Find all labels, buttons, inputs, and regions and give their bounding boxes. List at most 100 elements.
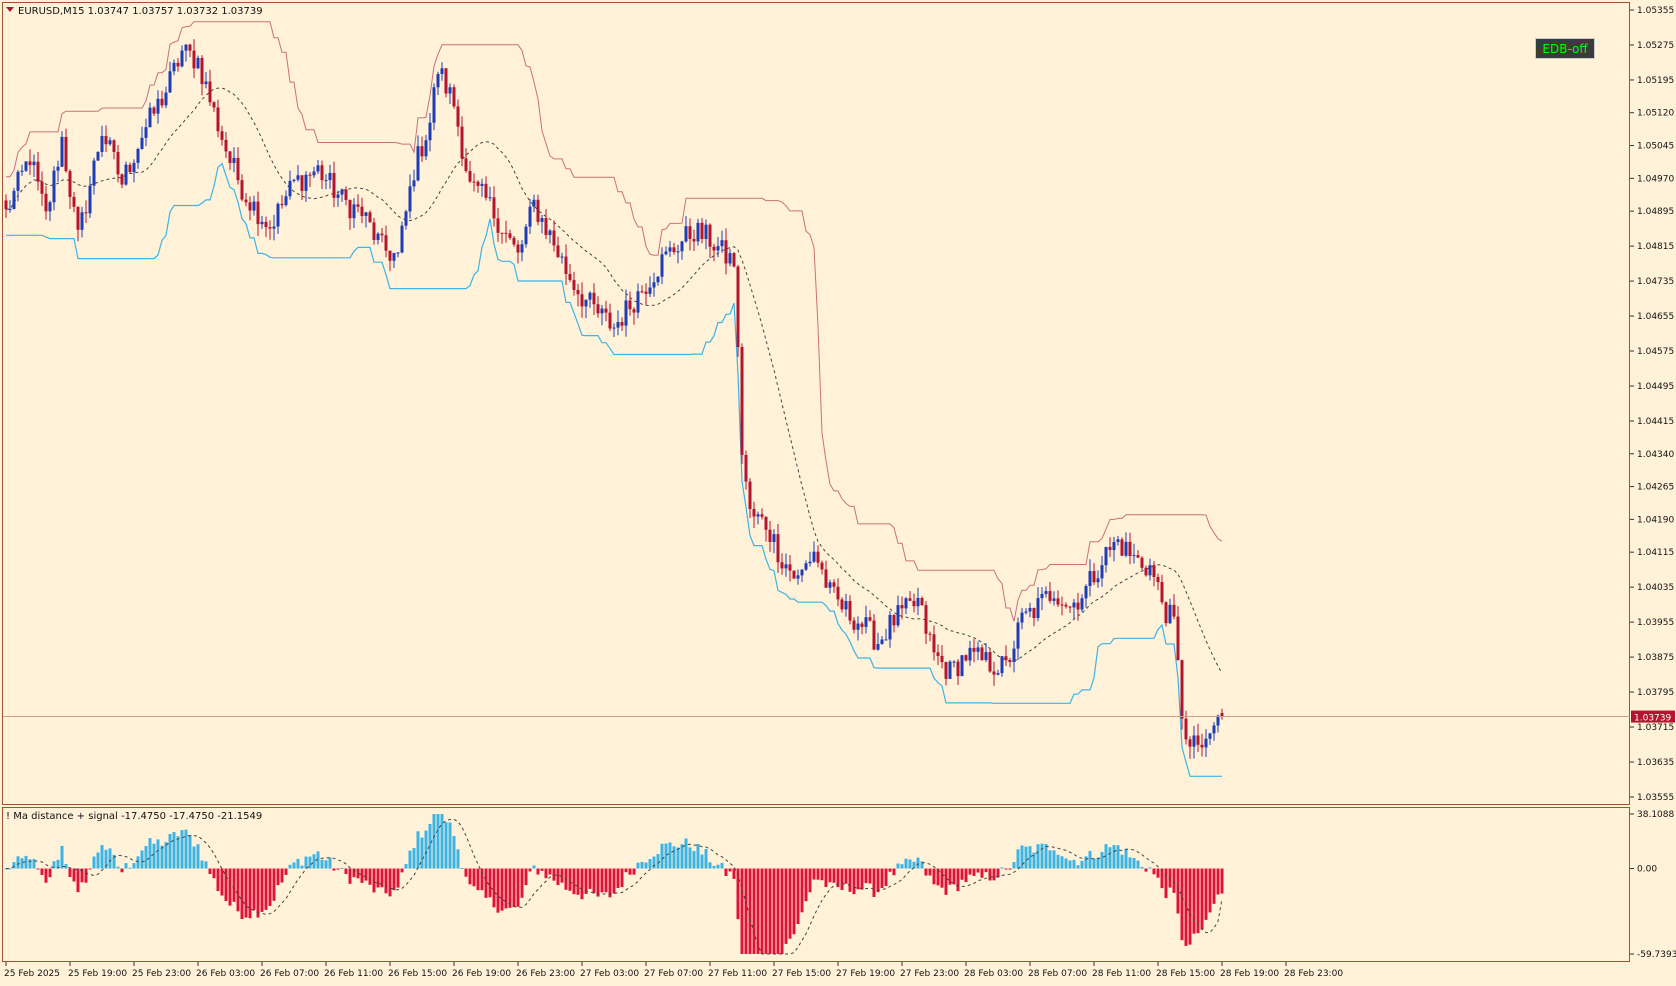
candle-body xyxy=(280,203,284,206)
candle-body xyxy=(76,206,80,230)
histogram-bar xyxy=(1220,868,1224,894)
histogram-bar xyxy=(656,854,660,869)
price-tick-label: 1.03795 xyxy=(1637,688,1674,698)
candle xyxy=(468,161,472,183)
histogram-bar xyxy=(404,864,408,869)
candle xyxy=(548,229,552,244)
candle-body xyxy=(256,201,260,225)
candle xyxy=(740,343,744,464)
histogram-bar xyxy=(728,868,732,872)
candle-body xyxy=(88,185,92,214)
histogram-bar xyxy=(296,858,300,869)
histogram-bar xyxy=(748,868,752,954)
candle xyxy=(528,199,532,235)
candle-body xyxy=(736,266,740,348)
histogram-bar xyxy=(652,856,656,869)
candle-body xyxy=(904,598,908,609)
candle xyxy=(1192,725,1196,759)
candle xyxy=(412,169,416,192)
histogram-bar xyxy=(460,868,464,870)
histogram-bar xyxy=(76,868,80,893)
candle xyxy=(32,154,36,178)
indicator-histogram-layer xyxy=(4,814,1224,955)
price-tick-label: 1.04190 xyxy=(1637,515,1674,525)
candle-body xyxy=(1180,660,1184,719)
price-tick-label: 1.05355 xyxy=(1637,6,1674,16)
histogram-bar xyxy=(172,832,176,869)
candle-body xyxy=(500,232,504,234)
histogram-bar xyxy=(80,868,84,883)
histogram-bar xyxy=(916,857,920,869)
histogram-bar xyxy=(984,868,988,873)
histogram-bar xyxy=(1184,868,1188,946)
candle xyxy=(696,218,700,246)
candle xyxy=(440,62,444,81)
candle-body xyxy=(1016,622,1020,649)
histogram-bar xyxy=(1016,849,1020,869)
candle xyxy=(52,166,56,211)
candle xyxy=(420,136,424,162)
histogram-bar xyxy=(968,868,972,875)
candle xyxy=(1044,586,1048,598)
histogram-bar xyxy=(680,844,684,869)
candle-body xyxy=(940,655,944,663)
candle xyxy=(924,600,928,645)
symbol-menu-triangle-icon[interactable] xyxy=(6,7,14,12)
candle-body xyxy=(964,655,968,661)
histogram-bar xyxy=(1024,846,1028,869)
candle-body xyxy=(316,165,320,172)
candle xyxy=(1096,570,1100,588)
candle-body xyxy=(344,189,348,200)
candle-body xyxy=(1192,735,1196,747)
candle-body xyxy=(384,235,388,251)
candle xyxy=(476,180,480,193)
candle xyxy=(496,207,500,242)
candle xyxy=(172,59,176,76)
histogram-bar xyxy=(1020,845,1024,869)
candle-body xyxy=(880,639,884,645)
candle-body xyxy=(288,180,292,197)
edb-off-button[interactable]: EDB-off xyxy=(1535,38,1595,59)
candle-body xyxy=(956,661,960,677)
histogram-bar xyxy=(864,868,868,884)
candle xyxy=(228,151,232,170)
histogram-bar xyxy=(1088,850,1092,869)
candle-body xyxy=(844,601,848,610)
candle xyxy=(716,237,720,258)
histogram-bar xyxy=(364,868,368,881)
histogram-bar xyxy=(96,852,100,869)
candle-body xyxy=(1000,656,1004,674)
candle-body xyxy=(724,240,728,264)
time-tick-label: 28 Feb 23:00 xyxy=(1284,969,1343,979)
candle-body xyxy=(700,222,704,239)
histogram-bar xyxy=(64,864,68,869)
candle xyxy=(4,194,8,218)
candle-body xyxy=(112,140,116,152)
price-tick-label: 1.03635 xyxy=(1637,758,1674,768)
candle xyxy=(448,83,452,104)
candle xyxy=(540,214,544,234)
candle-body xyxy=(728,253,732,264)
candle-body xyxy=(324,180,328,182)
candle xyxy=(144,118,148,147)
histogram-bar xyxy=(164,842,168,869)
histogram-bar xyxy=(1080,860,1084,869)
histogram-bar xyxy=(508,868,512,908)
histogram-bar xyxy=(720,863,724,869)
candle xyxy=(272,214,276,241)
candle-body xyxy=(704,224,708,239)
candle xyxy=(484,176,488,201)
candle xyxy=(700,218,704,244)
candle-body xyxy=(124,164,128,185)
candle-body xyxy=(836,586,840,600)
histogram-bar xyxy=(816,868,820,880)
candle xyxy=(972,638,976,663)
candle-body xyxy=(300,175,304,191)
histogram-bar xyxy=(792,868,796,935)
histogram-bar xyxy=(372,868,376,893)
histogram-bar xyxy=(384,868,388,894)
candle-body xyxy=(944,662,948,679)
candle xyxy=(572,271,576,296)
